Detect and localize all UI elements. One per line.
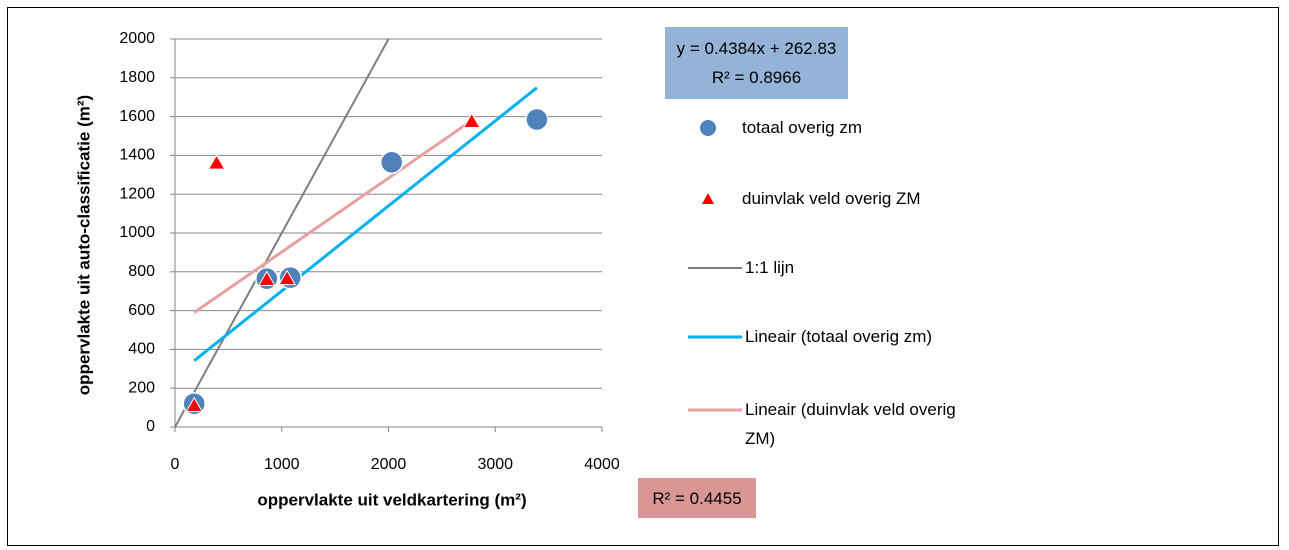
- y-tick-label: 0: [146, 418, 155, 435]
- x-tick-label: 0: [171, 456, 180, 473]
- x-axis-title: oppervlakte uit veldkartering (m²): [257, 490, 526, 509]
- annotation-text: R² = 0.4455: [652, 488, 742, 508]
- legend-label: Lineair (totaal overig zm): [745, 327, 933, 346]
- point: [257, 270, 276, 287]
- y-tick-label: 600: [128, 302, 155, 319]
- line: [193, 86, 538, 362]
- y-tick-label: 400: [128, 341, 155, 358]
- point: [525, 107, 549, 132]
- annotation-box: R² = 0.4455: [638, 478, 756, 518]
- y-tick-label: 1600: [119, 108, 155, 125]
- point: [185, 396, 204, 413]
- y-tick-label: 800: [128, 263, 155, 280]
- legend-symbol: [700, 120, 716, 136]
- line: [193, 119, 473, 314]
- legend-symbol: [702, 193, 714, 204]
- annotation-box: y = 0.4384x + 262.83 R² = 0.8966: [665, 27, 848, 99]
- legend-label: 1:1 lijn: [745, 258, 795, 277]
- point: [207, 154, 226, 170]
- y-tick-label: 1000: [119, 224, 155, 241]
- x-tick-label: 1000: [264, 456, 300, 473]
- y-tick-label: 1200: [119, 185, 155, 202]
- line: [174, 38, 390, 428]
- legend-label: totaal overig zm: [742, 118, 862, 137]
- x-tick-label: 4000: [584, 456, 620, 473]
- x-tick-label: 2000: [371, 456, 407, 473]
- y-tick-label: 200: [128, 379, 155, 396]
- point: [278, 269, 296, 286]
- chart-frame: [7, 7, 1279, 546]
- y-axis-title: oppervlakte uit auto-classificatie (m²): [74, 95, 93, 395]
- y-tick-label: 2000: [119, 30, 155, 47]
- legend-label: duinvlak veld overig ZM: [742, 189, 921, 208]
- annotation-text: R² = 0.8966: [711, 68, 802, 87]
- legend-label: Lineair (duinvlak veld overig ZM): [745, 400, 956, 448]
- x-tick-label: 3000: [477, 456, 513, 473]
- point: [462, 112, 481, 128]
- y-tick-label: 1800: [119, 69, 155, 86]
- y-tick-label: 1400: [119, 147, 155, 164]
- annotation-text: y = 0.4384x + 262.83: [676, 39, 837, 58]
- point: [379, 150, 404, 174]
